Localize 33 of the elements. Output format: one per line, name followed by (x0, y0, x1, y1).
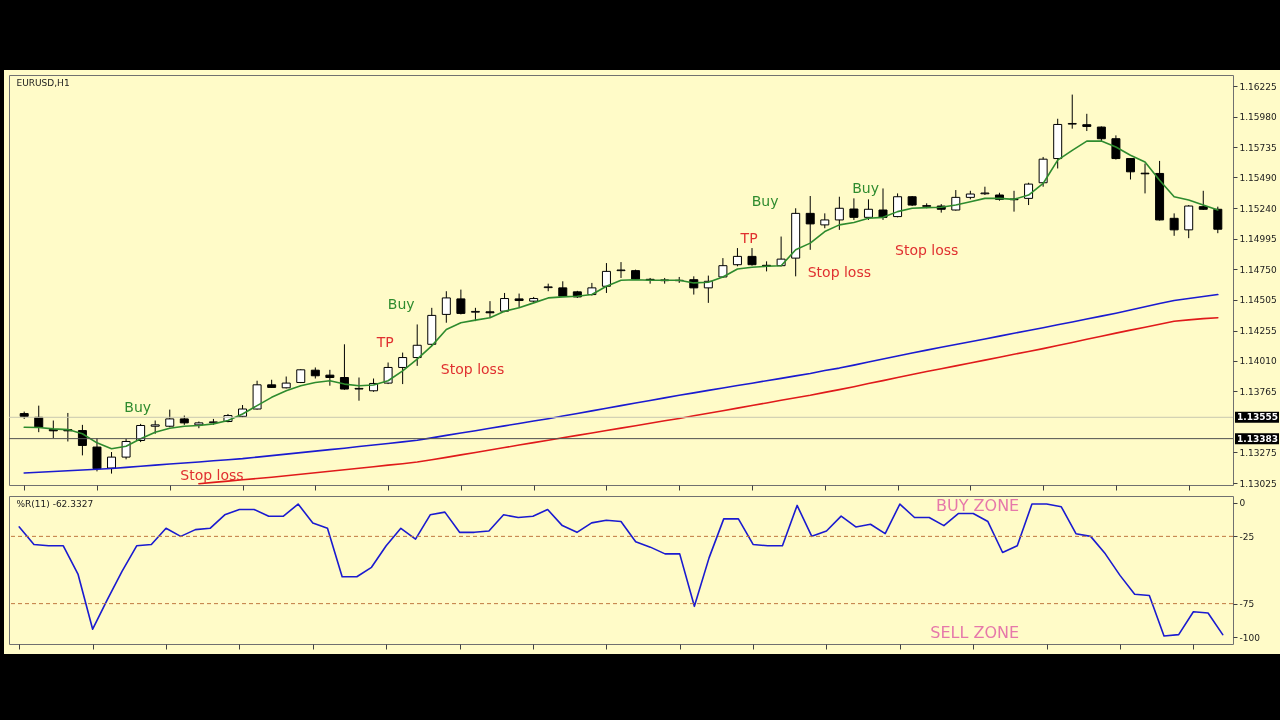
annotation: SELL ZONE (930, 623, 1020, 642)
annotation: Stop loss (807, 264, 872, 280)
annotation: Buy (387, 296, 415, 312)
chart-title: %R(11) -62.3327 (16, 499, 94, 509)
annotation: TP (739, 230, 758, 246)
annotation: Stop loss (180, 467, 244, 483)
y-tick-label: 1.14505 (1239, 295, 1277, 306)
annotation: Stop loss (440, 361, 505, 377)
annotation: Buy (124, 399, 152, 415)
y-tick-label: 1.15240 (1239, 203, 1277, 214)
y-tick-label: 1.14010 (1239, 356, 1277, 367)
y-tick-label: 0 (1239, 498, 1246, 509)
y-tick-label: 1.13025 (1239, 478, 1277, 489)
y-tick-label: 1.15735 (1239, 142, 1277, 153)
y-tick-label: -100 (1239, 632, 1261, 643)
annotation: BUY ZONE (936, 496, 1020, 515)
chart-title: EURUSD,H1 (16, 78, 70, 88)
ref-line-label: 1.13555 (1237, 412, 1278, 423)
annotation: Stop loss (895, 242, 959, 258)
y-tick-label: 1.13275 (1239, 447, 1277, 458)
annotation: Buy (852, 180, 879, 196)
ref-line-label: 1.13383 (1237, 433, 1278, 444)
y-tick-label: 1.14995 (1239, 234, 1277, 245)
y-tick-label: 1.16225 (1239, 81, 1277, 92)
y-tick-label: -75 (1239, 599, 1255, 610)
y-tick-label: 1.15490 (1239, 172, 1277, 183)
y-tick-label: 1.14750 (1239, 264, 1277, 275)
y-tick-label: 1.15980 (1239, 112, 1277, 123)
y-tick-label: 1.14255 (1239, 326, 1277, 337)
annotation: TP (375, 334, 394, 350)
y-tick-label: 1.13765 (1239, 386, 1277, 397)
annotation: Buy (751, 193, 779, 209)
y-tick-label: -25 (1239, 531, 1255, 542)
